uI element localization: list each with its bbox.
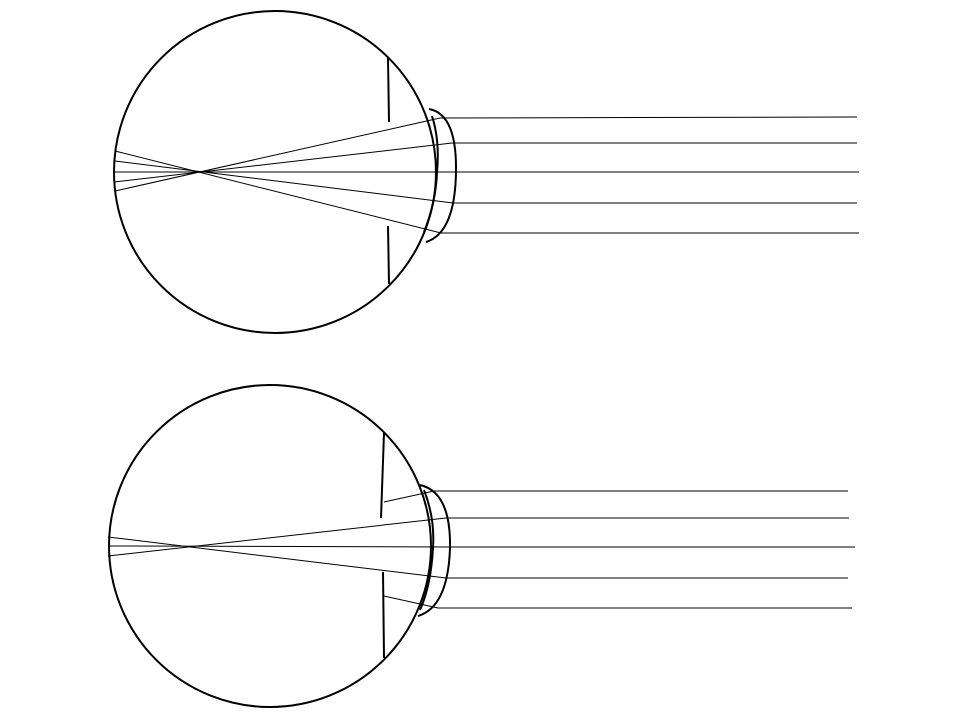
- bottom-lens: [419, 489, 435, 611]
- top-ray-1-refracted: [114, 117, 441, 192]
- bottom-ray-3-refracted: [107, 545, 450, 548]
- bottom-ray-1-blocked: [383, 490, 435, 503]
- bottom-ray-5-blocked: [383, 595, 439, 609]
- bottom-iris-upper: [380, 432, 385, 519]
- bottom-ray-2-refracted: [107, 517, 447, 557]
- top-eye-panel: [113, 10, 859, 334]
- top-iris-upper: [387, 57, 390, 123]
- bottom-cornea: [417, 484, 452, 617]
- bottom-iris-lower: [382, 571, 385, 659]
- top-iris-lower: [387, 225, 390, 285]
- top-ray-4-refracted: [114, 160, 454, 204]
- top-ray-1-incoming: [439, 116, 858, 119]
- top-ray-2-refracted: [113, 142, 453, 183]
- top-ray-5-refracted: [114, 150, 442, 234]
- bottom-eye-panel: [107, 384, 855, 708]
- bottom-ray-4-refracted: [107, 536, 447, 579]
